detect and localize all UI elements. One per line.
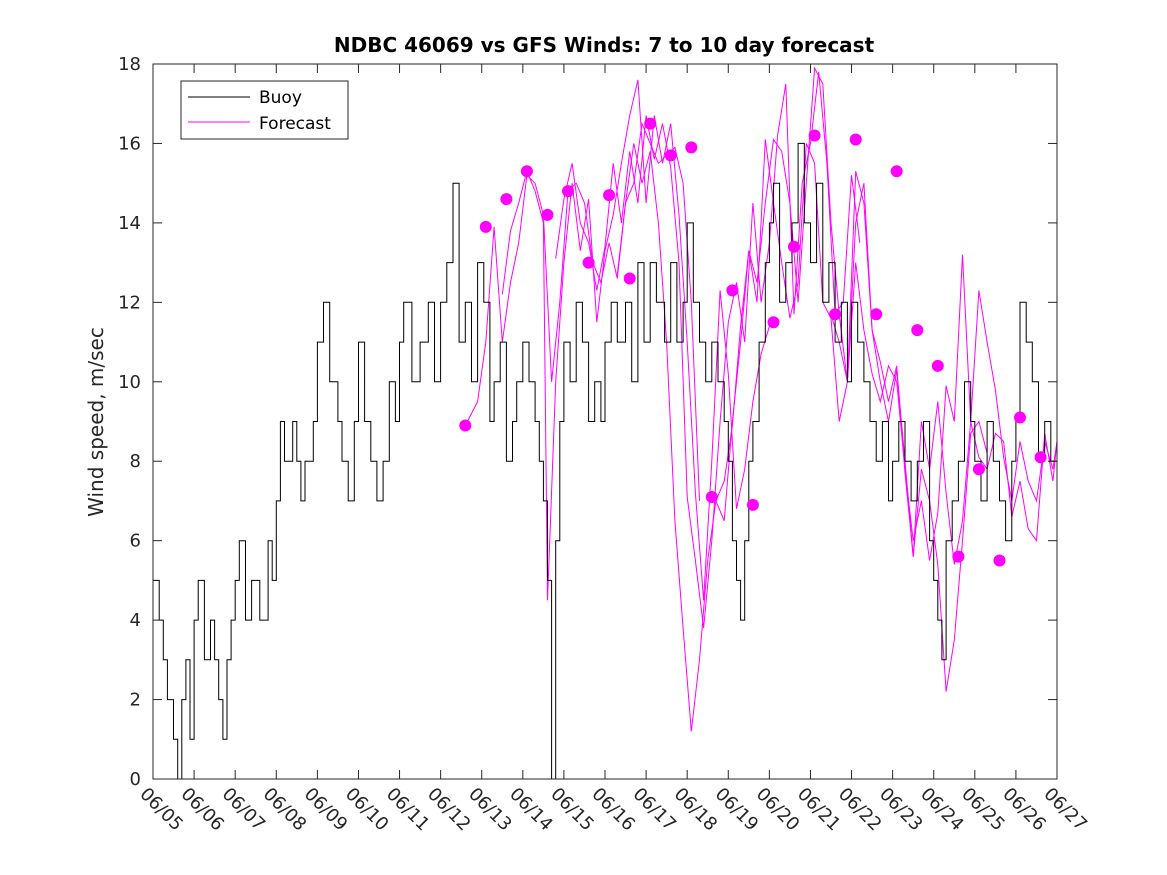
forecast-marker-8 (603, 189, 616, 202)
forecast-marker-9 (623, 272, 636, 285)
chart-title: NDBC 46069 vs GFS Winds: 7 to 10 day for… (334, 33, 875, 57)
y-tick-label: 8 (130, 451, 141, 472)
forecast-marker-10 (644, 117, 657, 130)
y-tick-label: 0 (130, 769, 141, 790)
forecast-marker-16 (767, 316, 780, 329)
forecast-marker-12 (685, 141, 698, 154)
forecast-marker-7 (582, 256, 595, 269)
forecast-marker-1 (459, 419, 472, 432)
forecast-marker-24 (931, 359, 944, 372)
y-tick-label: 14 (118, 213, 141, 234)
forecast-marker-25 (952, 550, 965, 563)
legend-box (180, 80, 349, 140)
forecast-marker-5 (541, 208, 554, 221)
forecast-marker-2 (479, 220, 492, 233)
y-tick-label: 18 (118, 54, 141, 75)
forecast-marker-19 (829, 308, 842, 321)
legend: Buoy Forecast (180, 80, 349, 140)
y-tick-label: 4 (130, 610, 141, 631)
forecast-marker-14 (726, 284, 739, 297)
forecast-line-1 (464, 121, 700, 501)
forecast-marker-22 (890, 165, 903, 178)
forecast-marker-15 (746, 498, 759, 511)
forecast-marker-20 (849, 133, 862, 146)
forecast-marker-18 (808, 129, 821, 142)
y-tick-label: 6 (130, 531, 141, 552)
forecast-marker-29 (1034, 451, 1047, 464)
forecast-marker-13 (705, 491, 718, 503)
y-tick-label: 16 (118, 133, 141, 154)
data-layer (153, 66, 1058, 780)
y-axis-label: Wind speed, m/sec (84, 327, 108, 517)
forecast-marker-17 (788, 240, 800, 253)
forecast-line-2 (501, 79, 770, 601)
y-tick-label: 10 (118, 372, 141, 393)
forecast-marker-23 (911, 324, 924, 337)
legend-label-buoy: Buoy (259, 88, 302, 108)
y-tick-label: 2 (130, 690, 141, 711)
forecast-line-4 (616, 66, 988, 732)
buoy-line (153, 142, 1057, 780)
forecast-marker-3 (500, 193, 513, 206)
forecast-marker-26 (972, 463, 985, 476)
forecast-marker-4 (520, 165, 533, 178)
legend-label-forecast: Forecast (259, 114, 331, 134)
forecast-line-6 (830, 171, 1058, 565)
forecast-marker-27 (993, 554, 1006, 567)
forecast-marker-21 (870, 308, 883, 321)
forecast-marker-28 (1014, 411, 1026, 424)
forecast-marker-11 (664, 149, 677, 162)
forecast-marker-6 (562, 185, 574, 198)
y-tick-label: 12 (118, 292, 141, 313)
